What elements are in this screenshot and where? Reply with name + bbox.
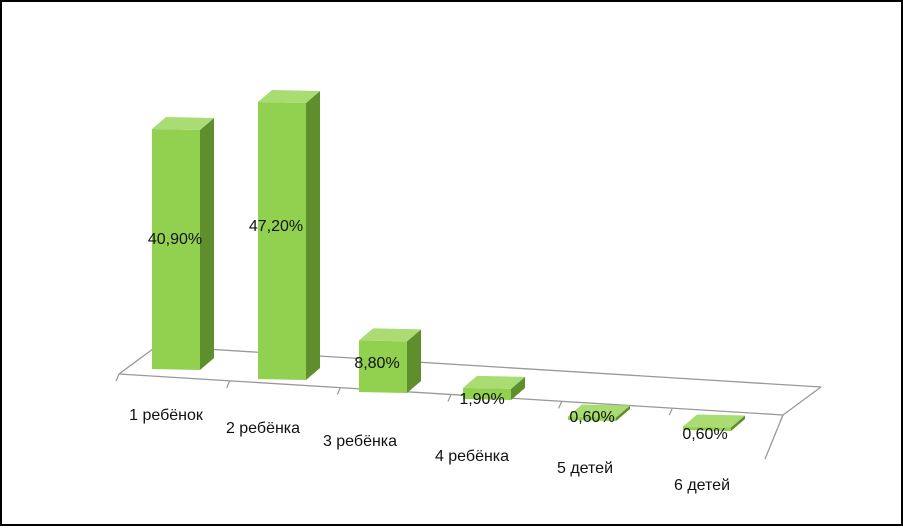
bar-top-face	[683, 414, 745, 428]
category-label: 2 ребёнка	[226, 420, 300, 437]
category-label: 3 ребёнка	[323, 433, 397, 450]
floor-front-right-drop	[764, 414, 784, 460]
bar-side-face	[616, 405, 630, 421]
bar-front-face	[463, 387, 511, 400]
axis-tick	[447, 394, 452, 402]
bar-side-face	[731, 415, 745, 431]
axis-tick	[226, 380, 231, 389]
bar-top-face	[359, 328, 421, 342]
bar-side-face	[407, 329, 421, 393]
data-label: 40,90%	[148, 231, 202, 248]
data-labels-group: 40,90% 47,20% 8,80% 1,90% 0,60% 0,60%	[148, 218, 728, 443]
bar-side-face	[306, 91, 320, 380]
data-label: 0,60%	[682, 426, 727, 443]
axis-tick	[558, 401, 563, 409]
category-label: 5 детей	[557, 460, 613, 477]
floor-left-edge	[118, 345, 158, 375]
bar-1	[152, 117, 214, 370]
bar-front-face	[258, 102, 306, 380]
bar-side-face	[511, 376, 525, 400]
category-label: 1 ребёнок	[129, 407, 204, 424]
floor-back-right-edge	[782, 386, 822, 416]
data-label: 0,60%	[569, 409, 614, 426]
data-label: 8,80%	[354, 355, 399, 372]
axis-tick	[115, 373, 120, 382]
bar-top-face	[258, 90, 320, 104]
bar-front-face	[359, 340, 407, 393]
bar-2	[258, 90, 320, 380]
axis-tick	[668, 407, 673, 416]
bar-top-face	[463, 375, 525, 389]
bar-side-face	[200, 118, 214, 370]
bar-front-face	[683, 426, 731, 431]
bar-front-face	[152, 129, 200, 370]
category-labels-group: 1 ребёнок 2 ребёнка 3 ребёнка 4 ребёнка 5 де…	[129, 407, 730, 494]
data-label: 47,20%	[249, 218, 303, 235]
bar-3	[359, 328, 421, 393]
bar-6	[683, 414, 745, 431]
category-label: 4 ребёнка	[435, 448, 509, 465]
axis-tick	[779, 414, 784, 423]
data-label: 1,90%	[459, 391, 504, 408]
bar-top-face	[152, 117, 214, 130]
category-label: 6 детей	[674, 477, 730, 494]
bar-5	[568, 404, 630, 421]
bar-4	[463, 375, 525, 400]
bar-front-face	[568, 416, 616, 421]
bars-group	[152, 90, 745, 431]
axis-tick	[336, 387, 341, 395]
bar-top-face	[568, 404, 630, 418]
